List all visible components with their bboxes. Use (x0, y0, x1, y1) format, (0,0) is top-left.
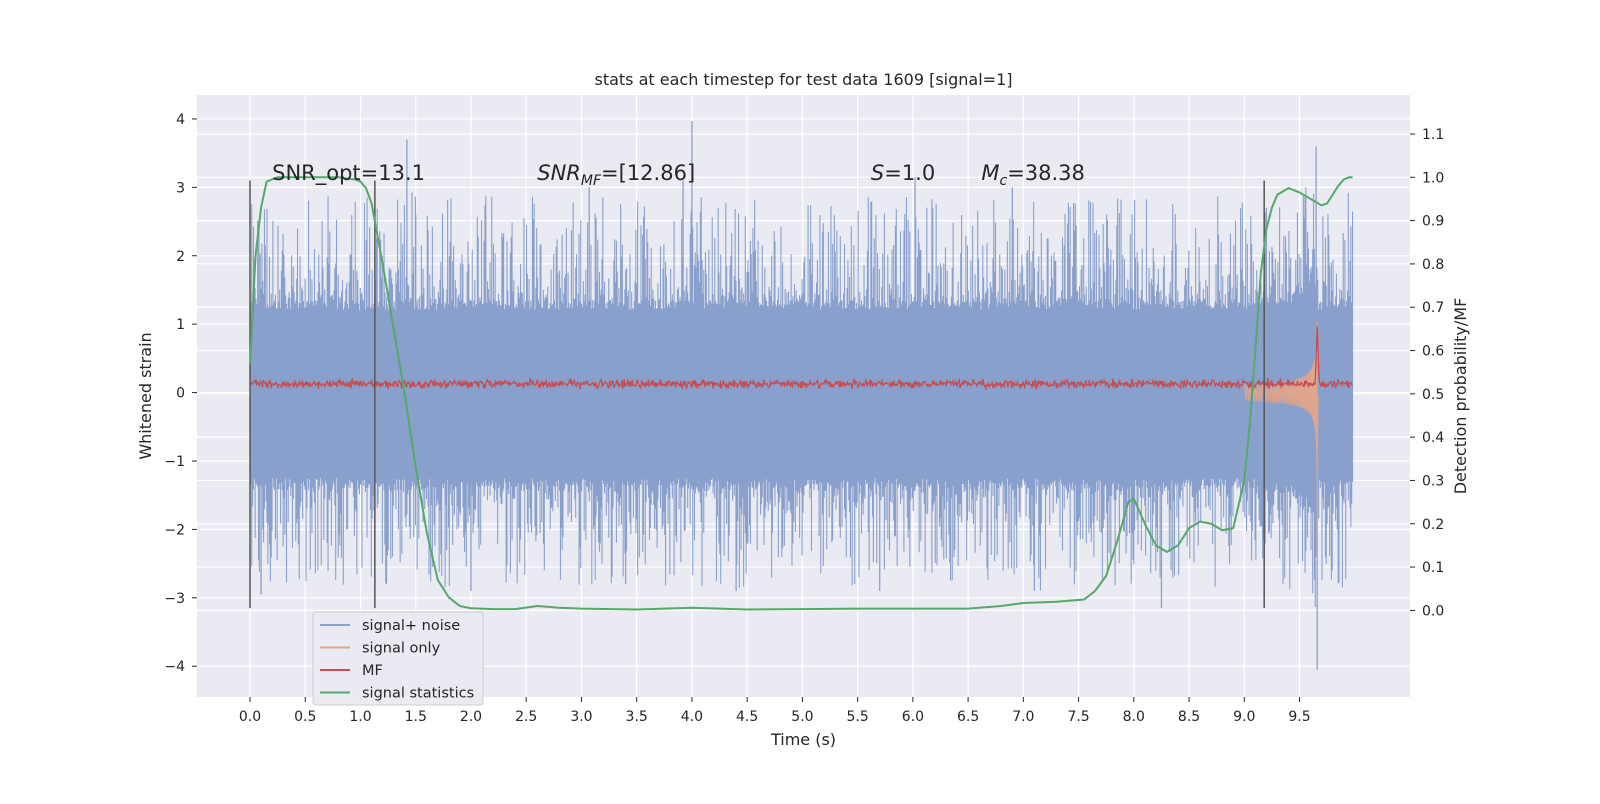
y-right-tick-label: 0.6 (1422, 344, 1444, 360)
x-tick-label: 0.5 (294, 709, 316, 725)
x-tick-label: 4.5 (736, 709, 758, 725)
annotation-snr-mf-subscript: MF (581, 173, 602, 189)
x-tick-label: 3.0 (570, 709, 592, 725)
y-right-tick-label: 0.1 (1422, 560, 1444, 576)
y-right-tick-label: 0.2 (1422, 517, 1444, 533)
legend: signal+ noise signal only MF signal statist… (312, 611, 484, 706)
annotation-s-value: =1.0 (884, 161, 935, 185)
x-tick-label: 4.0 (681, 709, 703, 725)
y-right-tick-label: 0.5 (1422, 387, 1444, 403)
x-tick-label: 5.5 (846, 709, 868, 725)
x-tick-label: 8.0 (1123, 709, 1145, 725)
legend-entry: signal only (362, 641, 441, 657)
annotation-mc-subscript: c (999, 173, 1007, 189)
series-signal-only (1243, 320, 1319, 560)
y-tick-label: −4 (164, 659, 185, 675)
legend-entry: signal+ noise (362, 618, 460, 634)
annotation-snr-mf-value: =[12.86] (601, 161, 695, 185)
x-tick-label: 9.5 (1288, 709, 1310, 725)
x-tick-label: 0.0 (239, 709, 261, 725)
series-layer (249, 120, 1354, 670)
y-right-tick-label: 0.3 (1422, 473, 1444, 489)
series-signal-statistics (249, 176, 1353, 611)
annotation-snr-opt: SNR_opt=13.1 (272, 161, 425, 186)
y-tick-label: 1 (176, 317, 185, 333)
axes: 0.0 0.5 1.0 1.5 2.0 2.5 3.0 3.5 4.0 4.5 5.0 5.5 6.0 6… (164, 112, 1444, 725)
signal-only-trace (1243, 320, 1319, 560)
annotation-mc-value: =38.38 (1007, 161, 1085, 185)
chart-title: stats at each timestep for test data 160… (594, 70, 1012, 89)
y-tick-label: −2 (164, 522, 185, 538)
annotation-s: S=1.0 (871, 161, 935, 185)
annotation-snr-mf-symbol: SNR (537, 161, 581, 185)
y-tick-label: 4 (176, 112, 185, 128)
mf-trace (249, 326, 1353, 391)
y-tick-label: −3 (164, 591, 185, 607)
annotation-s-symbol: S (871, 161, 884, 185)
x-tick-label: 7.5 (1067, 709, 1089, 725)
series-mf (249, 326, 1353, 391)
y-right-tick-label: 0.0 (1422, 603, 1444, 619)
x-tick-label: 5.0 (791, 709, 813, 725)
y-tick-label: 0 (176, 386, 185, 402)
x-tick-label: 2.0 (460, 709, 482, 725)
y-axis-label: Whitened strain (136, 332, 155, 459)
y-right-tick-label: 0.8 (1422, 257, 1444, 273)
y-right-tick-label: 0.9 (1422, 214, 1444, 230)
annotation-snr-mf: SNRMF=[12.86] (537, 161, 695, 189)
annotation-mc-symbol: M (981, 161, 999, 185)
x-tick-label: 6.5 (957, 709, 979, 725)
y-right-tick-label: 1.1 (1422, 127, 1444, 143)
y-right-tick-label: 0.7 (1422, 300, 1444, 316)
x-tick-label: 3.5 (626, 709, 648, 725)
x-tick-label: 1.5 (405, 709, 427, 725)
y-tick-label: 3 (176, 180, 185, 196)
annotation-mc: Mc=38.38 (981, 161, 1085, 189)
x-tick-label: 2.5 (515, 709, 537, 725)
y-right-tick-label: 0.4 (1422, 430, 1444, 446)
y-axis-right-label: Detection probability/MF (1451, 298, 1470, 495)
x-tick-label: 9.0 (1233, 709, 1255, 725)
legend-entry: signal statistics (362, 686, 474, 702)
y-tick-label: 2 (176, 249, 185, 265)
y-tick-label: −1 (164, 454, 185, 470)
x-axis-label: Time (s) (770, 730, 836, 749)
legend-entry: MF (362, 663, 383, 679)
x-tick-label: 7.0 (1012, 709, 1034, 725)
y-right-tick-label: 1.0 (1422, 170, 1444, 186)
signal-statistics-line (249, 176, 1353, 611)
legend-box (312, 611, 484, 706)
x-tick-label: 6.0 (902, 709, 924, 725)
x-tick-label: 8.5 (1178, 709, 1200, 725)
x-tick-label: 1.0 (349, 709, 371, 725)
